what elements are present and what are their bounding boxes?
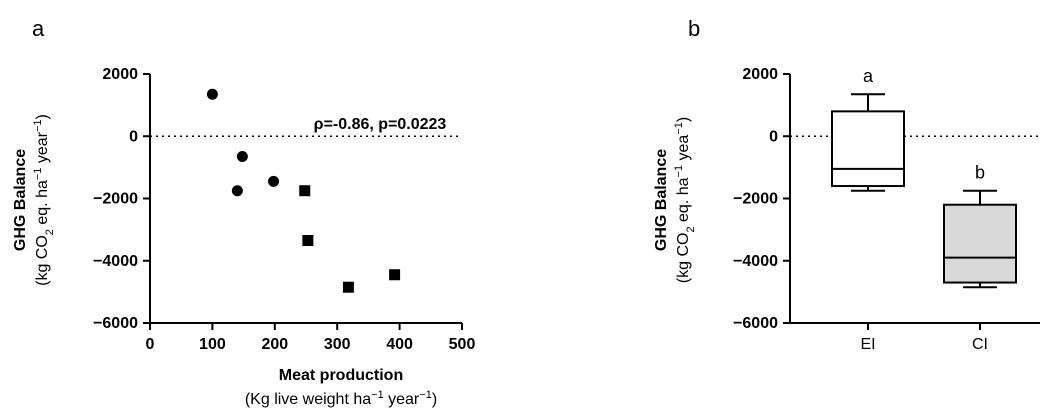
data-point-square — [299, 185, 311, 197]
y-tick-label-b: −6000 — [733, 315, 778, 332]
correlation-annotation: ρ=-0.86, p=0.0223 — [314, 116, 447, 133]
y-axis-title-b: GHG Balance — [653, 149, 670, 251]
panel-a: a 2000 0 −2000 −4000 −6000 0 100 200 300 400 500 ρ… — [12, 16, 475, 408]
panel-a-label: a — [32, 16, 45, 41]
category-label: EI — [860, 336, 875, 353]
y-axis-unit: (kg CO2 eq. ha−1 year−1) — [32, 114, 56, 286]
y-tick-label-b: 0 — [769, 128, 778, 145]
data-point-square — [302, 235, 314, 247]
x-tick-label: 0 — [146, 336, 155, 353]
data-point-square — [389, 269, 401, 281]
y-tick-label-b: 2000 — [742, 66, 778, 83]
x-tick-label: 400 — [386, 336, 413, 353]
y-tick-label: 2000 — [102, 66, 138, 83]
x-tick-label: 200 — [261, 336, 288, 353]
x-axis-title: Meat production — [279, 367, 403, 384]
box-EI: a — [831, 66, 905, 192]
y-tick-label: −4000 — [93, 253, 138, 270]
panel-b: b 2000 0 −2000 −4000 −6000 EI CI a b GHG Balanc… — [653, 16, 1040, 353]
x-tick-label: 500 — [449, 336, 476, 353]
significance-letter: b — [975, 163, 985, 183]
y-axis-unit-b: (kg CO2 eq. ha−1 yea−1) — [673, 117, 697, 283]
y-tick-label-b: −2000 — [733, 191, 778, 208]
data-point-circle — [236, 150, 248, 162]
box-body — [831, 110, 905, 188]
y-tick-label: −6000 — [93, 315, 138, 332]
box-body — [943, 203, 1017, 284]
data-point-circle — [268, 175, 280, 187]
data-point-circle — [231, 185, 243, 197]
x-tick-label: 300 — [324, 336, 351, 353]
category-label: CI — [972, 336, 988, 353]
x-tick-label: 100 — [199, 336, 226, 353]
y-axis-title: GHG Balance — [12, 149, 29, 251]
data-point-circle — [206, 88, 218, 100]
significance-letter: a — [863, 66, 874, 86]
y-tick-label-b: −4000 — [733, 253, 778, 270]
y-tick-label: −2000 — [93, 191, 138, 208]
x-axis-unit: (Kg live weight ha−1 year−1) — [245, 389, 437, 408]
data-point-square — [342, 281, 354, 293]
y-tick-label: 0 — [129, 128, 138, 145]
box-CI: b — [943, 163, 1017, 289]
panel-b-label: b — [688, 16, 700, 41]
